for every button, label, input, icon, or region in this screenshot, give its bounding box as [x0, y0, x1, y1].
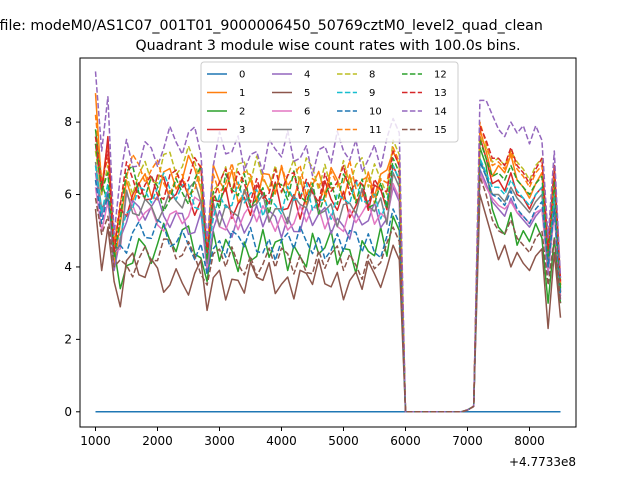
- series-line-5: [94, 193, 562, 413]
- series-line-12: [94, 139, 562, 413]
- y-tick-label: 0: [64, 405, 72, 419]
- series-line-10: [94, 161, 562, 413]
- legend-label-15: 15: [434, 125, 447, 136]
- legend-label-10: 10: [369, 107, 382, 118]
- y-tick-label: 4: [64, 260, 72, 274]
- legend-label-12: 12: [434, 70, 447, 81]
- x-axis-offset-label: +4.7733e8: [509, 455, 576, 469]
- series-line-8: [94, 135, 562, 413]
- x-tick-label: 7000: [452, 434, 483, 448]
- legend-label-5: 5: [304, 88, 310, 99]
- legend-label-1: 1: [239, 88, 245, 99]
- x-tick-label: 2000: [142, 434, 173, 448]
- legend-label-13: 13: [434, 88, 447, 99]
- series-line-15: [94, 175, 562, 413]
- x-tick-label: 1000: [80, 434, 111, 448]
- series-line-13: [94, 124, 562, 413]
- series-line-6: [94, 172, 562, 413]
- x-tick-label: 4000: [266, 434, 297, 448]
- legend-box: [200, 61, 459, 143]
- legend-label-3: 3: [239, 125, 245, 136]
- legend-label-7: 7: [304, 125, 310, 136]
- series-line-9: [94, 157, 562, 413]
- legend-label-8: 8: [369, 70, 375, 81]
- legend-label-2: 2: [239, 107, 245, 118]
- legend-label-9: 9: [369, 88, 375, 99]
- series-line-2: [94, 129, 562, 413]
- series-line-11: [94, 114, 562, 413]
- legend-label-6: 6: [304, 107, 310, 118]
- series-line-1: [94, 93, 562, 413]
- chart-title: Quadrant 3 module wise count rates with …: [135, 38, 520, 54]
- figure-suptitle: n file: modeM0/AS1C07_001T01_9000006450_…: [0, 18, 543, 34]
- y-tick-label: 2: [64, 332, 72, 346]
- x-tick-label: 8000: [514, 434, 545, 448]
- legend-label-11: 11: [369, 125, 382, 136]
- legend-label-14: 14: [434, 107, 447, 118]
- plot-frame: [79, 57, 577, 428]
- legend-label-0: 0: [239, 70, 245, 81]
- x-tick-label: 5000: [328, 434, 359, 448]
- y-tick-label: 8: [64, 115, 72, 129]
- legend-label-4: 4: [304, 70, 310, 81]
- axis-ticks: 1000 2000 3000 4000 5000 6000 7000 8000 0 2 4 6 8: [64, 115, 544, 448]
- series-lines: [94, 71, 562, 413]
- x-tick-label: 3000: [204, 434, 235, 448]
- y-tick-label: 6: [64, 188, 72, 202]
- x-tick-label: 6000: [390, 434, 421, 448]
- series-line-14: [94, 71, 562, 413]
